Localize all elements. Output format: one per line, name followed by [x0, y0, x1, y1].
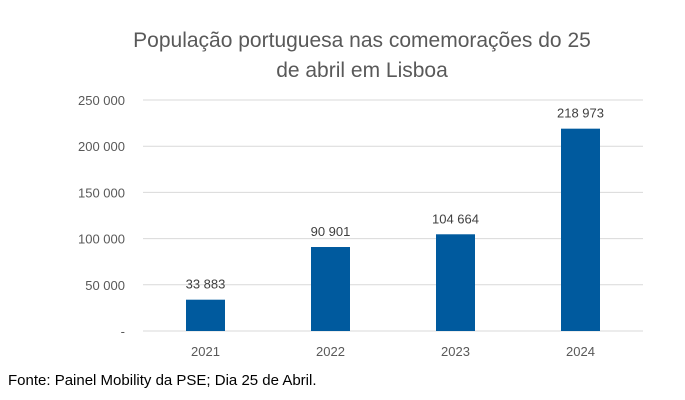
- bar: [436, 234, 475, 331]
- data-label: 104 664: [432, 211, 479, 226]
- y-tick-label: 200 000: [78, 139, 125, 154]
- bar: [561, 128, 600, 331]
- y-tick-label: 150 000: [78, 185, 125, 200]
- bar-chart: População portuguesa nas comemorações do…: [78, 29, 643, 359]
- y-tick-label: 250 000: [78, 93, 125, 108]
- x-tick-label: 2021: [191, 344, 220, 359]
- data-label: 90 901: [311, 224, 351, 239]
- source-note: Fonte: Painel Mobility da PSE; Dia 25 de…: [8, 372, 317, 389]
- data-labels: 33 883 90 901 104 664 218 973: [186, 106, 604, 292]
- bar: [311, 247, 350, 331]
- y-tick-label: -: [121, 324, 125, 339]
- bars: [186, 128, 600, 331]
- x-tick-label: 2023: [441, 344, 470, 359]
- x-tick-label: 2022: [316, 344, 345, 359]
- chart-title-line-2: de abril em Lisboa: [276, 59, 448, 82]
- bar: [186, 299, 225, 331]
- data-label: 33 883: [186, 277, 226, 292]
- x-tick-label: 2024: [566, 344, 595, 359]
- y-tick-label: 100 000: [78, 232, 125, 247]
- data-label: 218 973: [557, 106, 604, 121]
- x-axis-ticks: 2021 2022 2023 2024: [191, 344, 595, 359]
- y-axis-ticks: - 50 000 100 000 150 000 200 000 250 000: [78, 93, 125, 339]
- chart-title-line-1: População portuguesa nas comemorações do…: [133, 29, 591, 52]
- gridlines: [143, 99, 643, 332]
- y-tick-label: 50 000: [85, 278, 125, 293]
